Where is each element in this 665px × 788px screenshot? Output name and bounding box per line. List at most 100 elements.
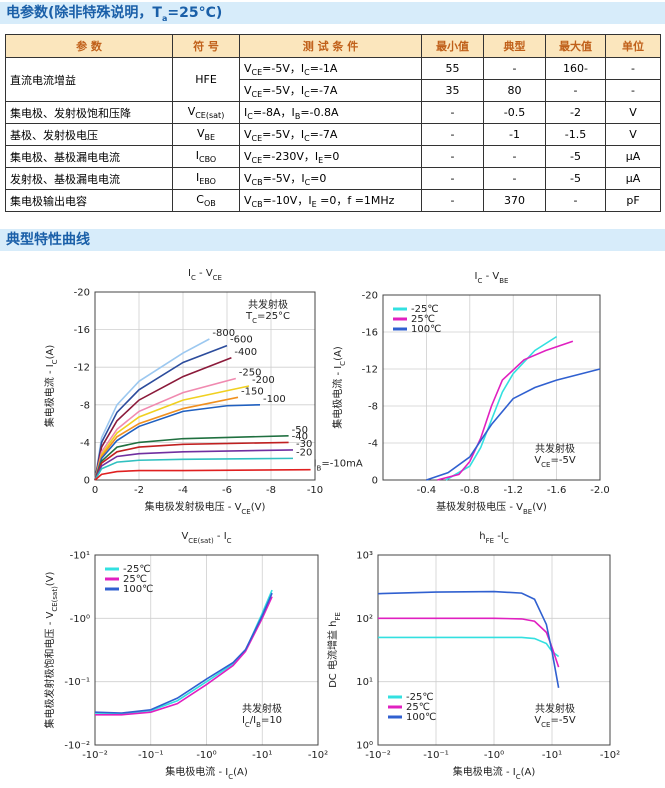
text: -5 [570,172,581,185]
curve [445,335,558,481]
text: (A) [233,767,248,778]
subscript: CE [251,156,263,166]
text: V [196,126,205,140]
text: 100℃ [123,584,153,595]
text: -30 [296,439,312,450]
x-tick-label: -1.2 [503,485,523,496]
curve [377,590,560,688]
subscript: C [478,277,483,285]
plot-frame [94,554,319,746]
text: V [181,531,188,542]
curve [94,441,289,481]
subscript: CB [251,178,263,188]
table-cell: 集电极输出电容 [5,189,173,212]
subscript: FE [334,612,342,620]
table-row: 集电极输出电容 COB VCB=-10V，IE =0，f =1MHz - 370 - pF [5,189,661,212]
text: 集电极电流 - I [43,364,56,427]
table-row: 基极、发射极电压 VBE VCE=-5V，IC=-7A - -1 -1.5 V [5,123,661,146]
text: 80 [507,84,522,97]
text: (V) [251,502,266,513]
y-tick-label: -16 [74,325,90,336]
legend-label: -25℃ [406,692,434,703]
subscript: C [191,274,196,282]
curve [94,396,239,481]
y-tick-label: -12 [74,363,90,374]
y-tick-label: -20 [74,288,90,299]
note: TC=25°C [245,311,290,325]
table-cell: 160- [545,57,606,80]
subscript: E [318,156,324,166]
header-cell: 符 号 [172,34,240,58]
text: (V) [45,571,56,586]
x-tick-label: -10⁻¹ [138,750,164,761]
text: - [450,150,455,163]
text: 测 试 条 件 [302,40,359,53]
y-tick-label: -20 [362,291,378,302]
subscript: CE(sat) [188,537,214,545]
text: I [195,148,199,162]
subscript: C [304,134,310,144]
text: V [629,106,637,119]
table-cell: pF [605,189,661,212]
text: 55 [445,62,460,75]
chart-title: IC - VBE [475,271,509,285]
subscript: CE(sat) [51,586,59,612]
y-tick-label: 10⁰ [356,741,373,752]
x-tick-label: -10² [308,750,328,761]
subscript: BE [204,133,216,143]
x-tick-label: -10 [307,485,323,496]
curve [94,449,294,481]
subscript: FE [486,537,494,545]
table-row: VCE=-5V，IC=-7A 35 80 - - [6,79,661,102]
chart-title: VCE(sat) - IC [181,531,231,545]
x-tick-label: -8 [266,485,276,496]
text: 25℃ [411,314,435,325]
x-tick-label: -0.8 [460,485,480,496]
text: - [450,128,455,141]
x-tick-label: -10⁻² [82,750,108,761]
header-cell: 单位 [605,34,661,58]
curve-label: -20 [296,447,312,458]
text: 符 号 [193,40,219,53]
subscript: CE [251,90,263,100]
table-cell: VCE=-5V，IC=-1A [239,57,422,80]
section-title: 电参数(除非特殊说明，Ta=25°C) [0,2,665,24]
table-cell: - [421,189,484,212]
text: =0 [310,171,327,185]
table-cell: V [605,123,661,146]
x-tick-label: -10⁰ [196,750,216,761]
text: μA [625,150,641,163]
text: - [631,84,635,97]
text: -400 [234,347,257,358]
table-cell: COB [172,189,240,212]
text: -800 [212,328,235,339]
text: 160- [563,62,588,75]
plot-frame [94,291,316,481]
curve [95,596,273,716]
header-cell: 参 数 [5,34,173,58]
text: -20 [296,447,312,458]
text: 直流电流增益 [10,73,76,87]
subscript: C [339,361,347,366]
curve [378,617,560,668]
subscript: CE [251,68,263,78]
curve [378,636,560,658]
text: - [450,172,455,185]
note: 共发射极 [248,298,288,311]
text: I [244,105,248,119]
text: V [244,83,252,97]
text: (A) [333,346,344,361]
text: I [188,268,191,279]
text: =-10V，I [262,193,312,207]
text: -1.5 [564,128,587,141]
subscript: C [252,317,257,325]
text: - [512,172,517,185]
text: =-5V，I [262,83,305,97]
x-tick-label: -10⁻¹ [423,750,449,761]
subscript: B [256,721,261,729]
text: - [573,194,578,207]
text: 集电极发射极电压 - V [145,500,242,513]
note: IC/IB=10 [242,715,282,729]
